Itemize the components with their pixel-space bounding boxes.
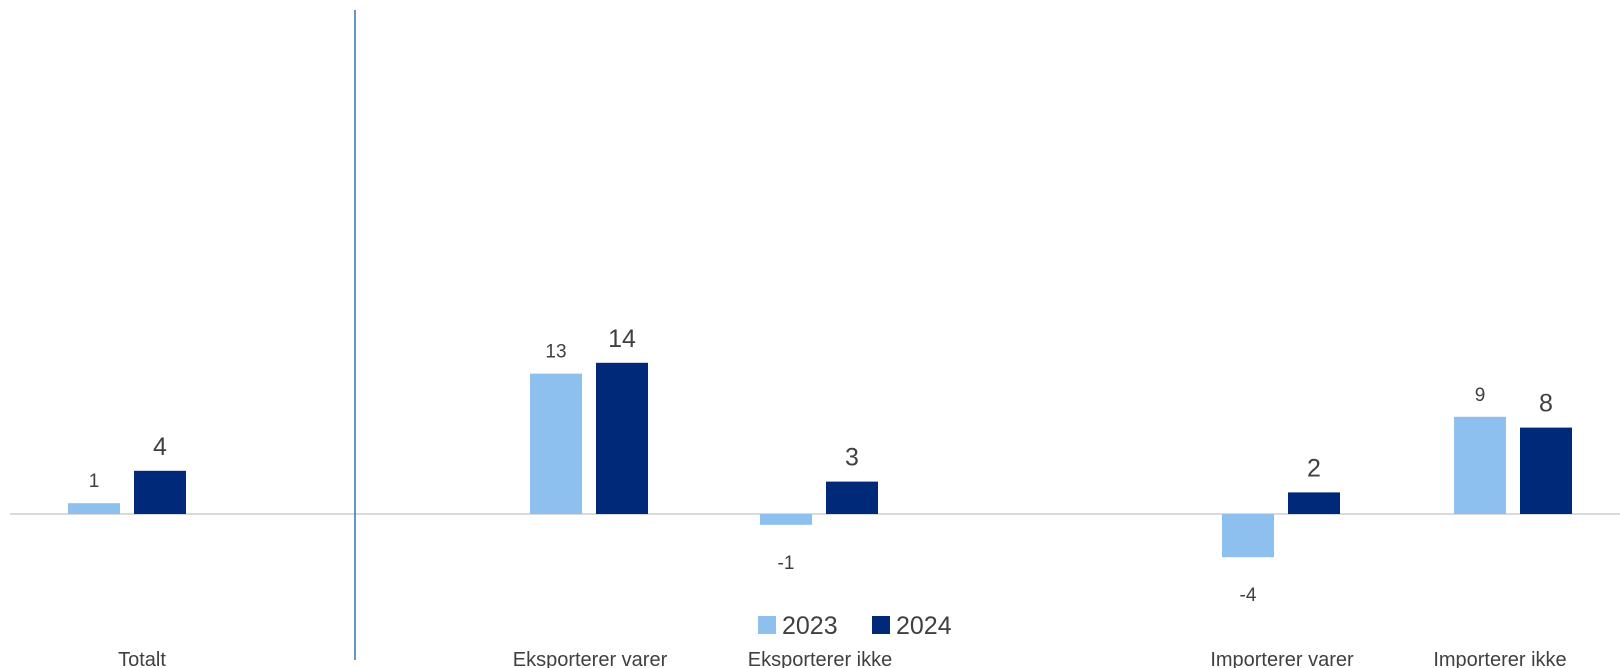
value-label-2023-3: -4 <box>1240 585 1257 606</box>
category-label-3: Importerer varer <box>1210 649 1354 668</box>
bar-2024-0 <box>134 470 186 514</box>
bar-2024-4 <box>1520 427 1572 514</box>
value-label-2024-3: 2 <box>1307 454 1321 482</box>
bar-2023-3 <box>1222 514 1274 558</box>
category-labels-group: Totalt Eksporterer varer Eksporterer ikke I… <box>118 649 1567 668</box>
value-label-2024-1: 14 <box>608 325 636 353</box>
value-label-2023-1: 13 <box>545 342 566 363</box>
bar-2023-4 <box>1454 416 1506 514</box>
value-label-2023-0: 1 <box>89 471 100 492</box>
legend-swatch-2024 <box>872 616 890 634</box>
category-label-4: Importerer ikke <box>1433 649 1566 668</box>
category-label-1: Eksporterer varer <box>513 649 668 668</box>
legend: 2023 2024 <box>758 612 952 640</box>
value-label-2023-2: -1 <box>778 553 795 574</box>
bar-2023-0 <box>68 503 120 514</box>
bar-2023-2 <box>760 514 812 525</box>
bar-2024-3 <box>1288 492 1340 514</box>
value-label-2024-4: 8 <box>1539 390 1553 418</box>
category-label-2: Eksporterer ikke <box>748 649 893 668</box>
bar-2024-2 <box>826 481 878 514</box>
bars-group <box>68 362 1572 558</box>
legend-swatch-2023 <box>758 616 776 634</box>
value-label-2023-4: 9 <box>1475 385 1486 406</box>
bar-2024-1 <box>596 362 648 514</box>
legend-label-2024: 2024 <box>896 612 952 640</box>
value-labels-group: 1 13 -1 -4 9 4 14 3 2 8 <box>89 325 1553 606</box>
value-label-2024-2: 3 <box>845 444 859 472</box>
bar-2023-1 <box>530 373 582 514</box>
legend-label-2023: 2023 <box>782 612 838 640</box>
value-label-2024-0: 4 <box>153 433 167 461</box>
category-label-0: Totalt <box>118 649 166 668</box>
